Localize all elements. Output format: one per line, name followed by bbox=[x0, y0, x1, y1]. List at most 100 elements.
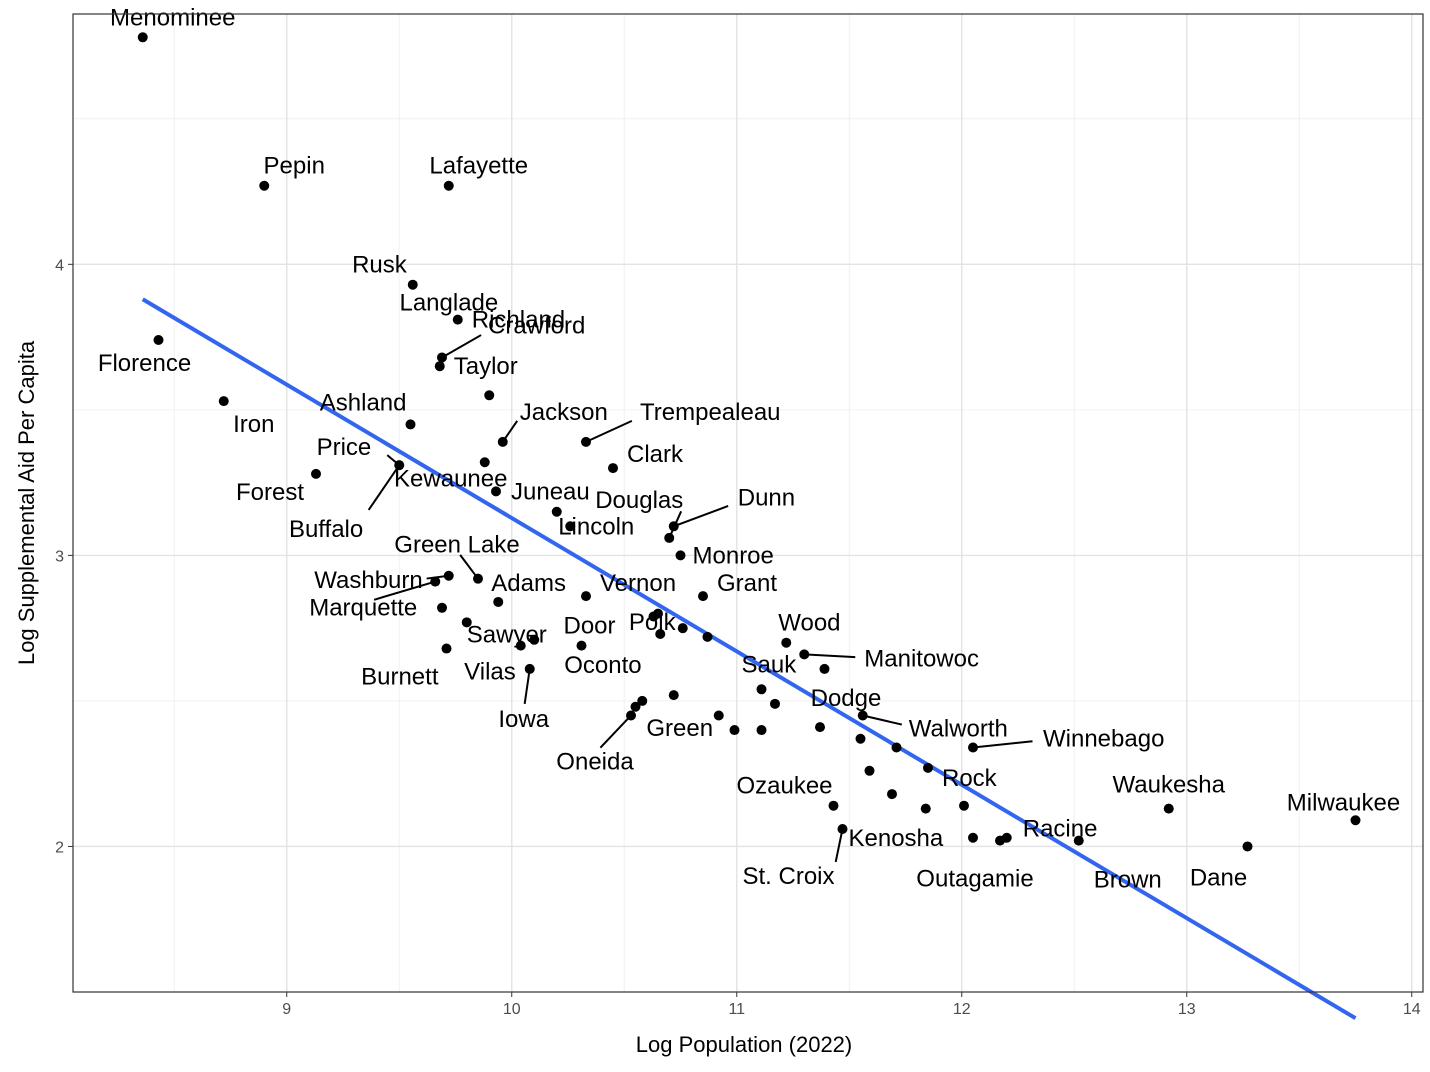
data-point bbox=[637, 695, 648, 706]
point-label: Sawyer bbox=[467, 621, 547, 648]
point-label: Pepin bbox=[264, 153, 325, 180]
point-label: Monroe bbox=[693, 542, 774, 569]
data-point bbox=[655, 628, 666, 639]
plot-border bbox=[72, 13, 1424, 993]
y-tick-label: 3 bbox=[55, 548, 64, 565]
point-label: Richland bbox=[472, 307, 565, 334]
label-leader-line bbox=[373, 580, 436, 601]
point-label: St. Croix bbox=[742, 863, 834, 890]
data-point bbox=[626, 710, 636, 721]
data-point bbox=[729, 725, 740, 736]
point-label: Adams bbox=[491, 570, 566, 597]
point-label: Sauk bbox=[742, 651, 798, 678]
data-point bbox=[576, 640, 587, 651]
grid-lines bbox=[73, 14, 1423, 993]
data-point bbox=[1163, 803, 1174, 814]
data-point bbox=[497, 436, 508, 447]
data-point bbox=[405, 419, 416, 430]
data-point bbox=[529, 634, 540, 645]
data-point bbox=[1073, 835, 1084, 846]
data-point bbox=[781, 637, 792, 648]
data-point bbox=[524, 663, 535, 674]
point-label: Rock bbox=[942, 765, 998, 792]
data-point bbox=[493, 596, 504, 607]
point-label: Waukesha bbox=[1113, 772, 1226, 799]
point-label: Door bbox=[563, 613, 615, 640]
data-point bbox=[799, 649, 810, 660]
data-point bbox=[713, 710, 724, 721]
data-point bbox=[515, 640, 526, 651]
data-point bbox=[675, 550, 686, 561]
data-points bbox=[137, 32, 1361, 852]
point-label: Oneida bbox=[556, 748, 634, 775]
data-point bbox=[855, 733, 866, 744]
label-leader-line bbox=[673, 505, 729, 528]
data-point bbox=[819, 663, 830, 674]
label-leader-line bbox=[367, 464, 401, 511]
data-point bbox=[828, 800, 839, 811]
point-label: Marquette bbox=[309, 595, 417, 622]
trend-line-group bbox=[141, 297, 1357, 1020]
data-point bbox=[920, 803, 931, 814]
point-label: Kenosha bbox=[849, 825, 944, 852]
point-label: Milwaukee bbox=[1287, 789, 1400, 816]
x-tick-label: 12 bbox=[953, 1001, 971, 1018]
point-label: Burnett bbox=[361, 664, 439, 691]
data-point bbox=[443, 570, 454, 581]
label-leader-line bbox=[862, 714, 903, 726]
point-label: Florence bbox=[98, 350, 191, 377]
point-label: Green Lake bbox=[394, 532, 519, 559]
data-point bbox=[218, 396, 229, 407]
data-point bbox=[668, 690, 679, 701]
data-point bbox=[581, 591, 591, 602]
y-axis-title: Log Supplemental Aid Per Capita bbox=[14, 340, 39, 665]
data-point bbox=[1242, 841, 1253, 852]
point-label: Oconto bbox=[564, 652, 641, 679]
data-point bbox=[394, 460, 405, 471]
data-point bbox=[437, 602, 447, 613]
data-point bbox=[653, 608, 663, 619]
x-tick-label: 10 bbox=[503, 1001, 521, 1018]
data-point bbox=[441, 643, 452, 654]
data-point bbox=[968, 832, 978, 843]
data-point bbox=[664, 532, 675, 543]
data-point bbox=[756, 684, 767, 695]
data-point bbox=[259, 180, 270, 191]
x-tick-label: 11 bbox=[728, 1001, 745, 1018]
data-point bbox=[1001, 832, 1012, 843]
data-point bbox=[491, 486, 501, 497]
data-point bbox=[311, 468, 321, 479]
data-point bbox=[430, 576, 441, 587]
point-label: Trempealeau bbox=[640, 399, 781, 426]
point-label: Juneau bbox=[511, 478, 590, 505]
point-label: Racine bbox=[1023, 816, 1098, 843]
point-label: Buffalo bbox=[289, 516, 363, 543]
x-axis-title: Log Population (2022) bbox=[636, 1032, 853, 1057]
x-tick-label: 13 bbox=[1178, 1001, 1196, 1018]
point-label: Dane bbox=[1190, 864, 1247, 891]
y-tick-label: 4 bbox=[55, 257, 64, 274]
data-point bbox=[668, 521, 679, 532]
data-point bbox=[452, 314, 463, 325]
data-point bbox=[702, 631, 713, 642]
label-leader-line bbox=[599, 714, 632, 749]
data-point bbox=[608, 463, 618, 474]
data-point bbox=[484, 390, 495, 401]
point-label: Ozaukee bbox=[736, 773, 832, 800]
point-label: Washburn bbox=[314, 567, 423, 594]
data-point bbox=[815, 722, 825, 733]
point-label: Dunn bbox=[738, 484, 795, 511]
point-label: Langlade bbox=[399, 289, 498, 316]
data-point bbox=[443, 180, 454, 191]
point-label: Wood bbox=[778, 610, 840, 637]
data-point bbox=[630, 701, 641, 712]
point-label: Polk bbox=[629, 609, 677, 636]
point-label: Dodge bbox=[811, 685, 882, 712]
point-label: Kewaunee bbox=[394, 465, 507, 492]
point-label: Douglas bbox=[595, 487, 683, 514]
data-point bbox=[857, 710, 868, 721]
point-label: Vernon bbox=[600, 570, 676, 597]
point-label: Green bbox=[646, 715, 713, 742]
data-point bbox=[153, 335, 164, 345]
